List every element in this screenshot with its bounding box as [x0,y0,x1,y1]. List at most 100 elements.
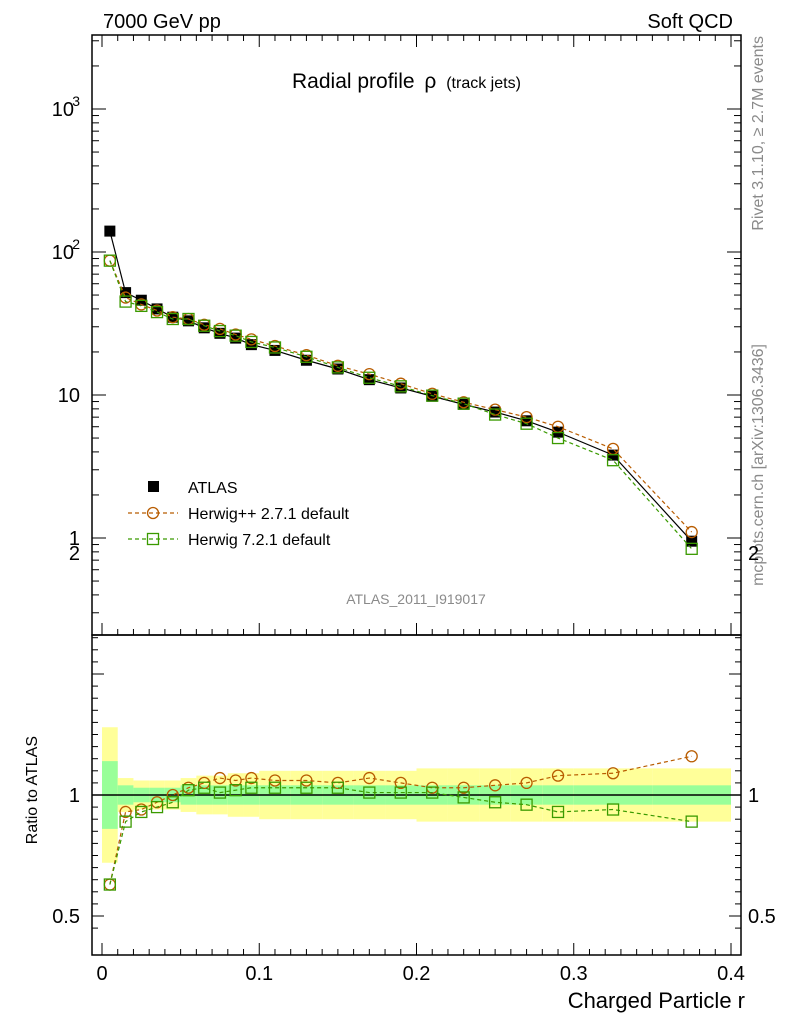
x-tick-label: 0.3 [560,963,588,985]
point-herwig7 [213,324,227,338]
point-herwig7 [229,329,242,342]
ratio-point-herwigpp [213,771,227,785]
ratio-point-herwig7 [182,784,195,797]
point-atlas [214,327,226,339]
point-atlas [151,303,163,315]
point-atlas [426,390,438,402]
legend: ATLAS Herwig++ 2.7.1 default Herwig 7.2.… [128,480,350,549]
x-tick-label: 0.1 [245,963,273,985]
point-herwig7 [119,295,132,308]
ratio-point-herwig7 [520,798,533,811]
legend-label-atlas: ATLAS [188,480,238,497]
ratio-point-herwig7 [426,786,439,799]
y-tick-label-ratio: 2 [69,543,80,565]
rivet-info: Rivet 3.1.10, ≥ 2.7M events [750,36,767,231]
point-herwigpp [685,525,698,539]
point-atlas [521,415,533,427]
chart-title-symbol: ρ [424,70,436,93]
point-herwig7 [394,380,407,393]
ratio-line-herwig7 [109,787,692,885]
point-atlas [332,363,344,375]
x-tick-label: 0.4 [717,963,745,985]
point-herwig7 [488,408,502,421]
chart-title: Radial profile ρ (track jets) [292,70,521,93]
ratio-point-herwig7 [198,781,211,794]
y-tick-label-ratio: 1 [69,785,80,807]
point-herwig7 [685,542,698,555]
x-tick-label: 0 [96,963,107,985]
ratio-point-herwigpp [606,767,620,780]
y-tick-label-ratio: 0.5 [52,906,80,928]
legend-label-herwig7: Herwig 7.2.1 default [188,532,331,549]
ratio-point-herwigpp [551,769,565,782]
ratio-point-herwigpp [300,774,313,787]
point-herwig7 [551,431,565,445]
point-atlas [489,406,501,418]
point-herwig7 [363,371,376,384]
y-tick-label-ratio-right: 2 [748,543,759,565]
ratio-point-herwig7 [119,815,132,828]
chart-title-main: Radial profile [292,70,415,93]
legend-marker-herwig7 [146,532,160,546]
y-tick-label-main: 1 [69,528,80,550]
ratio-point-herwigpp [229,774,242,787]
point-atlas [686,535,698,547]
point-atlas [104,225,116,237]
point-herwig7 [135,299,148,313]
ratio-point-herwig7 [394,786,407,799]
ratio-line-herwigpp [109,755,692,885]
ratio-point-herwigpp [363,771,376,785]
series-line-herwigpp [109,260,693,533]
point-herwig7 [182,312,195,326]
header-right: Soft QCD [647,11,733,33]
point-herwig7 [166,312,179,326]
point-herwig7 [331,361,345,374]
ratio-point-herwig7 [103,878,117,891]
ratio-bands [92,727,741,863]
series-line-atlas [109,230,693,542]
legend-marker-atlas [148,481,159,492]
ratio-point-herwigpp [488,779,502,792]
y-tick-label-exponent: 3 [72,93,80,109]
ratio-point-herwig7 [166,796,179,809]
ratio-point-herwig7 [488,796,502,809]
point-herwig7 [300,350,313,363]
ratio-point-herwig7 [331,781,345,794]
point-herwig7 [150,305,164,319]
ratio-point-herwigpp [394,776,407,790]
ratio-series [103,750,698,891]
ratio-point-herwig7 [457,791,470,804]
point-atlas [269,344,281,356]
source-info: mcplots.cern.ch [arXiv:1306.3436] [750,344,767,586]
point-herwig7 [520,417,533,430]
y-tick-label-main: 10 [52,99,74,121]
ratio-point-herwigpp [119,805,132,819]
point-herwig7 [606,454,620,467]
ratio-point-herwigpp [245,771,258,785]
point-atlas [395,382,407,394]
ratio-point-herwig7 [363,786,376,799]
x-axis-label: Charged Particle r [568,988,745,1013]
point-herwig7 [268,341,282,354]
point-herwig7 [457,397,470,410]
y-tick-label-main: 10 [52,242,74,264]
y-tick-label-main: 10 [58,385,80,407]
ratio-point-herwigpp [520,776,533,790]
point-herwigpp [520,411,533,424]
ratio-point-herwigpp [166,788,179,802]
point-atlas [182,315,194,327]
ratio-point-herwig7 [606,803,620,816]
point-herwig7 [426,389,439,402]
point-herwig7 [245,335,258,349]
analysis-tag: ATLAS_2011_I919017 [346,591,486,607]
point-atlas [198,322,210,334]
y-tick-label-ratio-right: 1 [748,785,759,807]
y-tick-label-ratio-right: 0.5 [748,906,776,928]
legend-marker-herwigpp [146,506,160,520]
ratio-point-herwigpp [268,774,282,787]
point-herwig7 [198,319,211,332]
y-axis-label-ratio: Ratio to ATLAS [24,736,41,844]
ratio-point-herwig7 [245,781,258,794]
